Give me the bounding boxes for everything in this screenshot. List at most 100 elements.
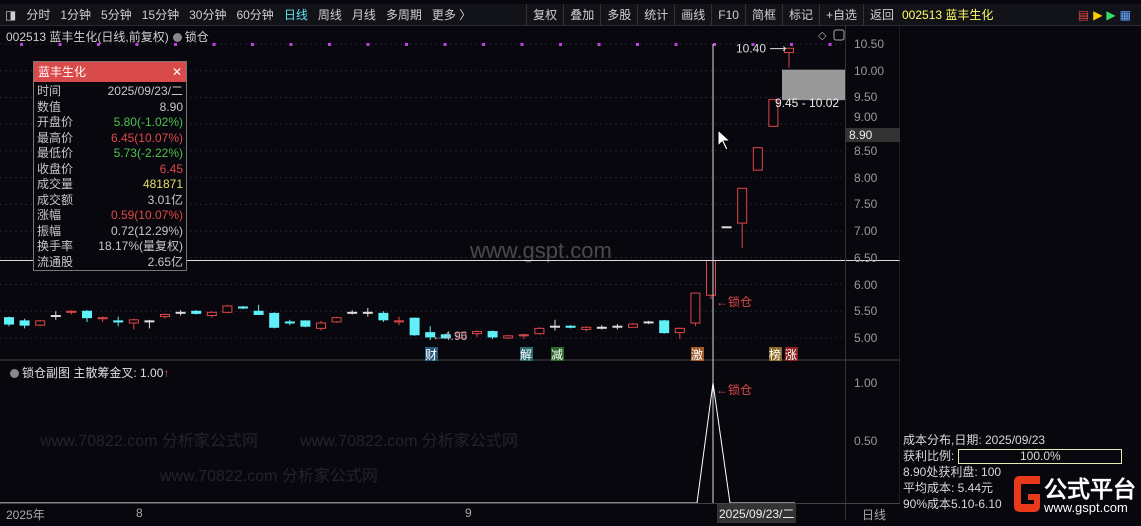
indicator-name[interactable]: 锁仓 — [184, 30, 209, 44]
tab-period[interactable]: 5分钟 — [101, 7, 132, 22]
close-icon[interactable]: ✕ — [171, 65, 182, 79]
tab-period[interactable]: 分时 — [26, 7, 51, 22]
event-tag-text: 解 — [520, 348, 532, 362]
candle[interactable] — [4, 316, 14, 327]
kline-chart[interactable]: www.70822.com 分析家公式网 www.70822.com 分析家公式网… — [0, 26, 900, 504]
event-tag[interactable] — [551, 347, 564, 361]
candle[interactable] — [35, 319, 46, 327]
candle[interactable] — [503, 334, 514, 340]
toolbar-button[interactable]: 统计 — [637, 3, 674, 26]
candle[interactable] — [596, 325, 607, 330]
toolbar-button[interactable]: 简框 — [744, 3, 782, 26]
candle[interactable] — [643, 320, 654, 325]
candle[interactable] — [269, 312, 280, 329]
popup-value: 6.45 — [159, 161, 183, 176]
popup-value: 3.01亿 — [147, 192, 183, 207]
event-tag[interactable] — [691, 347, 704, 361]
candle[interactable] — [628, 323, 638, 328]
panel-toggle-icon[interactable] — [833, 29, 845, 41]
candle[interactable] — [50, 311, 61, 320]
tab-period[interactable]: 日线 — [283, 7, 308, 22]
candle[interactable] — [472, 330, 482, 337]
candle[interactable] — [487, 330, 498, 340]
candle[interactable] — [752, 147, 763, 171]
toolbar-button[interactable]: 多股 — [600, 3, 637, 26]
toolbar-button[interactable]: F10 — [711, 3, 745, 26]
candle[interactable] — [425, 326, 436, 341]
signal-dot — [520, 43, 524, 46]
candle[interactable] — [768, 99, 779, 127]
tab-period[interactable]: 1分钟 — [60, 7, 92, 22]
candle[interactable] — [565, 325, 576, 329]
candle[interactable] — [19, 318, 30, 329]
candle[interactable] — [331, 316, 342, 324]
popup-key: 涨幅 — [37, 208, 62, 222]
candle[interactable] — [721, 226, 732, 229]
event-tag[interactable] — [425, 347, 438, 361]
candle[interactable] — [659, 319, 670, 334]
toolbar-button[interactable]: 叠加 — [563, 3, 600, 26]
candle[interactable] — [409, 317, 420, 336]
candle[interactable] — [113, 316, 124, 327]
toolbar-button[interactable]: 标记 — [781, 3, 819, 26]
tool-icons[interactable]: ▤▶▶▦ — [1077, 8, 1135, 22]
sidebar-toggle-icon[interactable]: ◨ — [5, 7, 17, 22]
candle[interactable] — [238, 305, 248, 310]
candle[interactable] — [394, 316, 404, 326]
tab-period[interactable]: 多周期 — [385, 7, 422, 22]
tab-period[interactable]: 60分钟 — [236, 7, 274, 22]
candle[interactable] — [534, 327, 545, 335]
candle[interactable] — [690, 292, 701, 327]
candle[interactable] — [253, 304, 264, 315]
candle[interactable] — [97, 316, 108, 322]
diamond-icon[interactable]: ◇ — [818, 30, 827, 42]
event-tag[interactable] — [769, 347, 782, 361]
tab-period[interactable]: 月线 — [351, 7, 376, 22]
candle[interactable] — [316, 320, 326, 331]
candle[interactable] — [66, 310, 77, 315]
candle[interactable] — [737, 187, 748, 249]
signal-dot — [751, 43, 755, 46]
candle[interactable] — [518, 333, 529, 340]
tab-period[interactable]: 15分钟 — [141, 7, 180, 22]
signal-dot — [212, 43, 216, 46]
stock-header: 002513 蓝丰生化 ▤▶▶▦ — [902, 4, 1141, 26]
tab-period[interactable]: 30分钟 — [189, 7, 227, 22]
candle[interactable] — [175, 310, 186, 316]
candle[interactable] — [128, 318, 139, 330]
chart-title-text: 002513 蓝丰生化(日线,前复权) — [6, 30, 169, 44]
toolbar-button[interactable]: 返回 — [862, 3, 900, 26]
candle[interactable] — [362, 308, 373, 317]
candle[interactable] — [82, 310, 92, 322]
candle[interactable] — [347, 310, 358, 315]
dropdown-icon[interactable] — [10, 369, 19, 378]
dropdown-icon[interactable] — [172, 33, 182, 42]
candle[interactable] — [550, 319, 560, 331]
toolbar-button[interactable]: 复权 — [526, 3, 563, 26]
tab-period[interactable]: 周线 — [317, 7, 342, 22]
toolbar-button[interactable]: 画线 — [674, 3, 711, 26]
candle[interactable] — [144, 319, 155, 329]
candle[interactable] — [706, 259, 716, 299]
candle[interactable] — [206, 311, 217, 318]
toolbar-button[interactable]: +自选 — [818, 3, 863, 26]
candle[interactable] — [612, 324, 623, 330]
tab-period[interactable]: 更多 〉 — [431, 7, 472, 22]
candle[interactable] — [674, 327, 685, 340]
candle[interactable] — [378, 311, 389, 322]
sub-chart-name: 锁仓副图 — [22, 366, 71, 380]
candle[interactable] — [784, 47, 794, 68]
candle[interactable] — [300, 320, 311, 328]
candle[interactable] — [456, 331, 467, 340]
candle[interactable] — [284, 319, 295, 326]
event-tag[interactable] — [520, 347, 533, 361]
candle[interactable] — [191, 310, 202, 315]
event-tag[interactable] — [785, 347, 798, 361]
period-label[interactable]: 日线 — [862, 508, 887, 522]
price-axis: 10.50 10.00 9.50 9.00 8.50 8.00 7.50 7.00 6.50 6.… — [845, 26, 900, 520]
candle[interactable] — [440, 333, 451, 340]
candle[interactable] — [160, 313, 170, 319]
candle[interactable] — [581, 326, 592, 332]
price-tick: 7.50 — [854, 197, 878, 212]
candle[interactable] — [222, 304, 233, 314]
